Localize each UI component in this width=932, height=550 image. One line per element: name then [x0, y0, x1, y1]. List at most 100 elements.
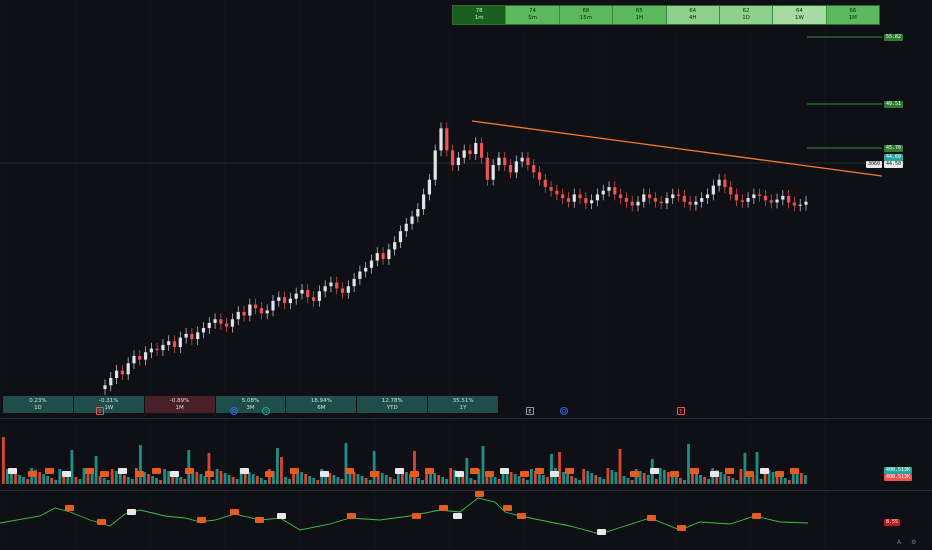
volume-signal-tag[interactable] — [500, 468, 509, 474]
earnings-event-marker[interactable]: E — [526, 407, 534, 415]
oscillator-signal-tag[interactable] — [347, 513, 356, 519]
dividend-event-marker[interactable]: D — [560, 407, 568, 415]
volume-signal-tag[interactable] — [425, 468, 434, 474]
volume-bar — [376, 471, 380, 484]
earnings-event-marker[interactable]: E — [677, 407, 685, 415]
split-event-marker[interactable]: S — [262, 407, 270, 415]
candle-body — [445, 128, 449, 151]
volume-signal-tag[interactable] — [790, 468, 799, 474]
volume-signal-tag[interactable] — [205, 471, 214, 477]
auto-scale-icon[interactable]: A — [897, 539, 902, 546]
oscillator-signal-tag[interactable] — [277, 513, 286, 519]
candle-body — [468, 150, 472, 155]
volume-signal-tag[interactable] — [710, 471, 719, 477]
descending-trendline[interactable] — [471, 120, 883, 177]
volume-bar — [578, 480, 582, 484]
candle-body — [398, 231, 403, 243]
volume-signal-tag[interactable] — [690, 468, 699, 474]
volume-bar — [22, 477, 25, 484]
volume-bar — [126, 477, 130, 484]
oscillator-signal-tag[interactable] — [197, 517, 206, 523]
volume-bar — [457, 472, 461, 484]
oscillator-signal-tag[interactable] — [647, 515, 656, 521]
performance-value: -0.31% — [99, 397, 119, 404]
oscillator-signal-tag[interactable] — [255, 517, 264, 523]
volume-signal-tag[interactable] — [395, 468, 404, 474]
candle-body — [642, 194, 646, 202]
oscillator-signal-tag[interactable] — [127, 509, 136, 515]
volume-signal-tag[interactable] — [62, 471, 71, 477]
volume-signal-tag[interactable] — [265, 471, 274, 477]
volume-signal-tag[interactable] — [520, 471, 529, 477]
volume-signal-tag[interactable] — [485, 471, 494, 477]
volume-bar — [90, 472, 94, 484]
volume-signal-tag[interactable] — [670, 471, 679, 477]
volume-signal-tag[interactable] — [8, 468, 17, 474]
volume-bar — [691, 471, 694, 484]
candle-body — [532, 165, 536, 173]
volume-bar — [179, 477, 183, 484]
volume-signal-tag[interactable] — [85, 468, 94, 474]
earnings-event-marker[interactable]: E — [96, 407, 104, 415]
pane-separator-volume[interactable] — [0, 418, 932, 419]
candle-body — [126, 363, 130, 375]
volume-signal-tag[interactable] — [240, 468, 249, 474]
candle-body — [306, 289, 310, 298]
settings-icon[interactable]: ⚙ — [911, 539, 917, 546]
price-scale[interactable]: 55.82 49.51 45.70 44.60 44.50 400.513K 4… — [884, 0, 932, 550]
volume-bar — [336, 477, 340, 484]
dividend-event-marker[interactable]: D — [230, 407, 238, 415]
volume-signal-tag[interactable] — [345, 468, 354, 474]
candle-body — [520, 157, 524, 162]
performance-value: 12.78% — [381, 397, 403, 404]
volume-signal-tag[interactable] — [725, 468, 734, 474]
oscillator-signal-tag[interactable] — [752, 513, 761, 519]
volume-bar — [425, 469, 428, 484]
oscillator-signal-tag[interactable] — [412, 513, 421, 519]
volume-signal-tag[interactable] — [455, 471, 464, 477]
oscillator-signal-tag[interactable] — [475, 491, 484, 497]
oscillator-signal-tag[interactable] — [65, 505, 74, 511]
oscillator-signal-tag[interactable] — [517, 513, 526, 519]
volume-bar — [409, 474, 412, 484]
close-small-label: 3060 — [866, 161, 883, 168]
volume-signal-tag[interactable] — [135, 471, 144, 477]
volume-signal-tag[interactable] — [118, 468, 127, 474]
candle-body — [572, 194, 576, 202]
volume-signal-tag[interactable] — [650, 468, 659, 474]
oscillator-signal-tag[interactable] — [97, 519, 106, 525]
volume-signal-tag[interactable] — [28, 471, 37, 477]
volume-signal-tag[interactable] — [745, 471, 754, 477]
volume-bar — [763, 468, 767, 484]
volume-signal-tag[interactable] — [152, 468, 161, 474]
volume-bar — [473, 480, 477, 484]
volume-signal-tag[interactable] — [185, 468, 194, 474]
volume-signal-tag[interactable] — [630, 471, 639, 477]
volume-signal-tag[interactable] — [550, 471, 559, 477]
volume-signal-tag[interactable] — [100, 471, 109, 477]
oscillator-signal-tag[interactable] — [230, 509, 239, 515]
volume-bar — [670, 474, 674, 484]
oscillator-signal-tag[interactable] — [439, 505, 448, 511]
oscillator-signal-tag[interactable] — [677, 525, 686, 531]
timeframe-label: 4H — [688, 15, 697, 21]
volume-signal-tag[interactable] — [45, 468, 54, 474]
volume-bar — [606, 468, 610, 484]
performance-label: 1M — [175, 404, 184, 411]
volume-signal-tag[interactable] — [290, 468, 299, 474]
volume-signal-tag[interactable] — [565, 468, 574, 474]
oscillator-signal-tag[interactable] — [453, 513, 462, 519]
oscillator-signal-tag[interactable] — [597, 529, 606, 535]
volume-bar — [550, 454, 553, 484]
oscillator-signal-tag[interactable] — [503, 505, 512, 511]
volume-signal-tag[interactable] — [470, 468, 479, 474]
volume-signal-tag[interactable] — [370, 471, 379, 477]
candle-body — [636, 201, 640, 206]
volume-signal-tag[interactable] — [535, 468, 544, 474]
pane-separator-oscillator[interactable] — [0, 490, 932, 491]
volume-signal-tag[interactable] — [410, 471, 419, 477]
volume-signal-tag[interactable] — [170, 471, 179, 477]
volume-signal-tag[interactable] — [760, 468, 769, 474]
volume-signal-tag[interactable] — [320, 471, 329, 477]
volume-signal-tag[interactable] — [775, 471, 784, 477]
